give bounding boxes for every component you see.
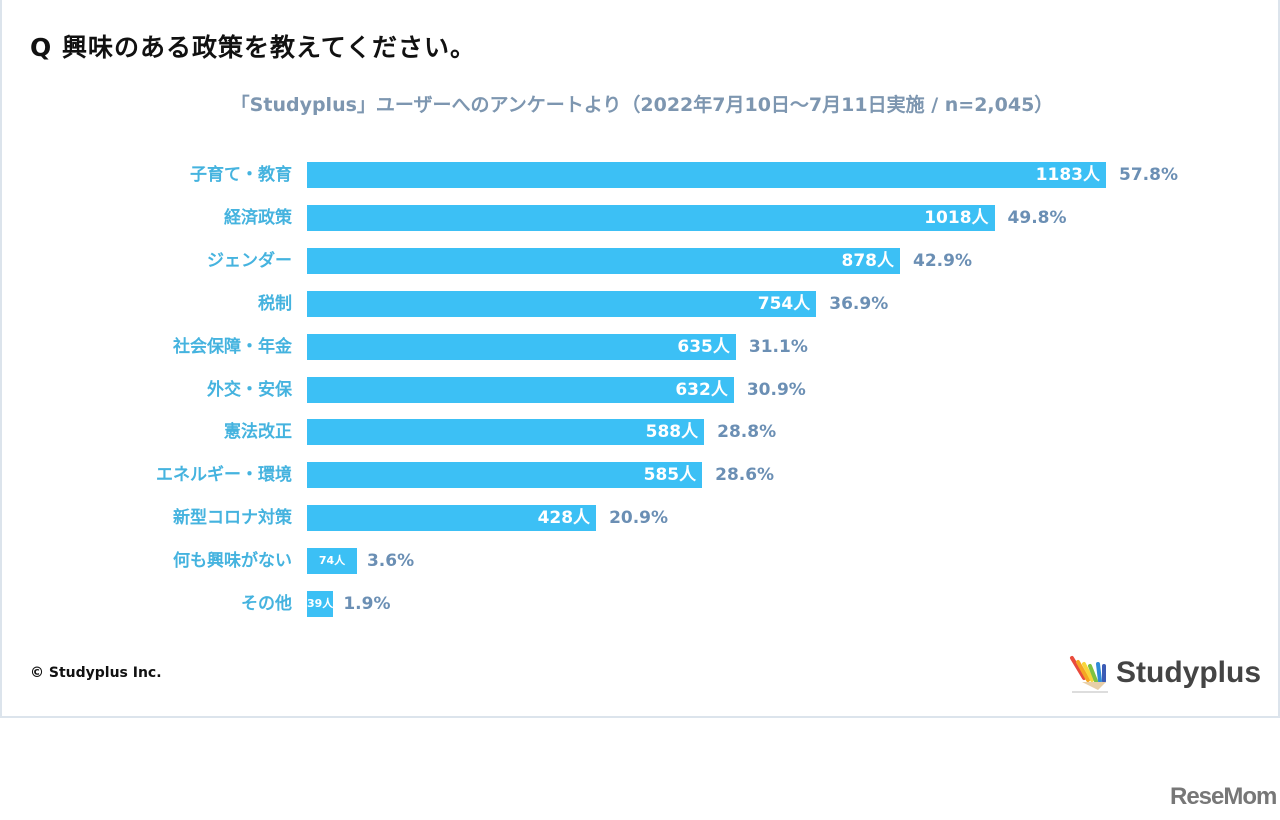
bar: 1018人 [307,204,995,231]
bar: 428人 [307,505,597,532]
count-label: 878人 [841,250,895,271]
bar: 754人 [307,290,817,317]
bar-row: ジェンダー 878人 42.9% [2,247,1280,274]
bar-row: 憲法改正 588人 28.8% [2,419,1280,446]
bar-row: 子育て・教育 1183人 57.8% [2,162,1280,188]
category-label: 憲法改正 [224,422,292,443]
count-label: 1018人 [924,207,989,228]
bar: 878人 [307,247,900,274]
count-label: 635人 [677,336,730,357]
percent-label: 3.6% [366,551,415,572]
count-label: 585人 [643,465,697,486]
category-label: その他 [241,594,292,614]
count-label: 588人 [645,422,699,443]
percent-label: 57.8% [1119,165,1178,185]
category-label: 子育て・教育 [190,165,292,185]
bar-row: 外交・安保 632人 30.9% [2,376,1280,403]
count-label: 1183人 [1035,165,1100,185]
category-label: 社会保障・年金 [173,336,292,357]
count-label: 428人 [537,508,591,529]
resemom-watermark: ReseMom [1170,783,1277,810]
bar: 1183人 [307,162,1106,188]
studyplus-logo: Studyplus [1068,650,1261,696]
bar-row: 社会保障・年金 635人 31.1% [2,333,1280,360]
count-label: 754人 [757,293,811,314]
pencil-rainbow-icon [1070,656,1108,693]
percent-label: 31.1% [748,336,808,357]
category-label: 経済政策 [224,207,292,228]
bar-row: 新型コロナ対策 428人 20.9% [2,505,1280,532]
bar: 632人 [307,376,734,403]
category-label: 税制 [258,293,292,314]
survey-subtitle: 「Studyplus」ユーザーへのアンケートより（2022年7月10日〜7月11… [230,94,1054,116]
bar-row: 経済政策 1018人 49.8% [2,204,1280,231]
copyright: © Studyplus Inc. [30,665,162,681]
category-label: 外交・安保 [207,379,292,400]
percent-label: 28.8% [717,422,777,443]
bar-row: その他 39人 1.9% [2,591,1280,617]
bar: 585人 [307,462,703,489]
count-label: 74人 [318,554,346,568]
percent-label: 30.9% [746,379,806,400]
category-label: エネルギー・環境 [156,465,292,486]
percent-label: 49.8% [1007,207,1067,228]
question-title: Q 興味のある政策を教えてください。 [30,33,476,62]
bar-row: エネルギー・環境 585人 28.6% [2,462,1280,489]
category-label: 何も興味がない [173,551,292,572]
bar: 588人 [307,419,705,446]
percent-label: 20.9% [609,508,669,529]
percent-label: 28.6% [715,465,775,486]
count-label: 632人 [675,379,728,400]
bar: 635人 [307,333,736,360]
bar-row: 税制 754人 36.9% [2,290,1280,317]
chart-card: Q 興味のある政策を教えてください。 「Studyplus」ユーザーへのアンケー… [0,0,1280,718]
percent-label: 42.9% [913,250,972,271]
percent-label: 36.9% [829,293,889,314]
bar: 39人 [307,591,334,617]
category-label: ジェンダー [207,250,292,271]
bar-row: 何も興味がない 74人 3.6% [2,548,1280,575]
count-label: 39人 [307,597,334,610]
percent-label: 1.9% [343,594,391,614]
category-label: 新型コロナ対策 [173,508,292,529]
bar: 74人 [307,548,357,575]
